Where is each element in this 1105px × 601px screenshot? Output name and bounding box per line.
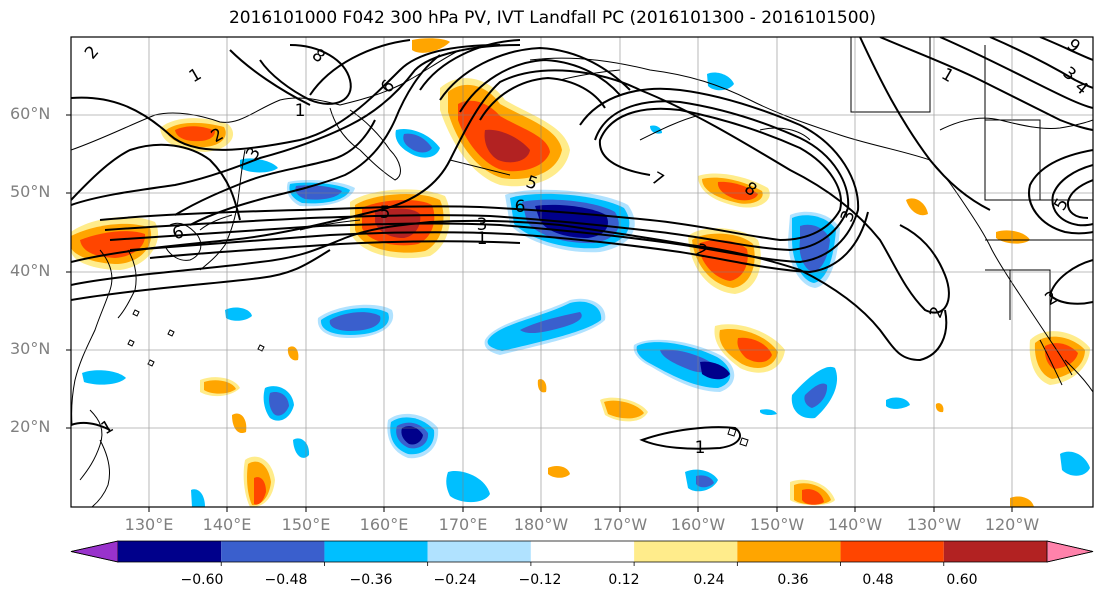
colorbar-tick-label: 0.12	[608, 572, 640, 588]
colorbar-tick-label: 0.60	[946, 572, 978, 588]
colorbar-extend-max	[1046, 540, 1094, 563]
colorbar-swatch	[634, 541, 738, 562]
contour-label: 6	[377, 76, 399, 97]
colorbar-swatch	[943, 541, 1047, 562]
contour-label: 1	[938, 64, 957, 87]
lon-label: 170°W	[592, 515, 648, 534]
colorbar-extend-min	[70, 540, 119, 563]
contour-label: 3	[477, 215, 488, 235]
contour-label: 5	[380, 203, 391, 223]
lon-label: 160°E	[359, 515, 409, 534]
contour-label: 7	[648, 168, 667, 191]
borders	[850, 37, 1093, 340]
lon-label: 150°W	[749, 515, 805, 534]
lat-label: 30°N	[10, 339, 51, 358]
lon-label: 160°W	[670, 515, 726, 534]
pv-contours	[71, 37, 1093, 450]
lat-label: 20°N	[10, 417, 51, 436]
colorbar-swatch	[737, 541, 841, 562]
axis-ticks	[66, 114, 1013, 512]
lat-label: 40°N	[10, 261, 51, 280]
colorbar-outline	[70, 540, 1094, 563]
colorbar-tick-label: −0.12	[518, 572, 562, 588]
pc-anomaly-fill	[71, 38, 1090, 507]
contour-label: 1	[295, 101, 306, 121]
lon-label: 140°W	[827, 515, 883, 534]
colorbar-tick-label: 0.48	[862, 572, 894, 588]
contour-label: 1	[477, 229, 488, 249]
coastlines	[71, 49, 1093, 507]
colorbar	[70, 540, 1094, 566]
colorbar-swatch	[840, 541, 944, 562]
contour-label: 2	[81, 42, 103, 63]
lon-label: 130°E	[124, 515, 174, 534]
colorbar-swatch	[324, 541, 428, 562]
colorbar-tick-label: 0.24	[693, 572, 725, 588]
colorbar-tick-label: 0.36	[777, 572, 809, 588]
gridlines	[71, 37, 1093, 507]
map-title: 2016101000 F042 300 hPa PV, IVT Landfall…	[228, 8, 876, 28]
colorbar-swatch	[427, 541, 531, 562]
lat-label: 60°N	[10, 104, 51, 123]
colorbar-tick-label: −0.48	[264, 572, 308, 588]
colorbar-swatch	[118, 541, 222, 562]
contour-label: 2	[1042, 287, 1061, 310]
colorbar-swatch	[221, 541, 325, 562]
contour-label: 1	[695, 438, 706, 458]
contour-label: 6	[515, 197, 526, 217]
lon-label: 130°W	[906, 515, 962, 534]
colorbar-tick-label: −0.24	[433, 572, 477, 588]
lon-label: 140°E	[202, 515, 252, 534]
colorbar-tick-label: −0.60	[180, 572, 224, 588]
contour-label: 3	[1059, 63, 1080, 85]
lon-label: 120°W	[984, 515, 1040, 534]
lon-label: 150°E	[281, 515, 331, 534]
colorbar-tick-label: −0.36	[349, 572, 393, 588]
contour-label: 1	[186, 64, 205, 87]
colorbar-swatch	[530, 541, 635, 562]
lon-label: 170°E	[438, 515, 488, 534]
lat-label: 50°N	[10, 182, 51, 201]
lon-label: 180°W	[513, 515, 569, 534]
